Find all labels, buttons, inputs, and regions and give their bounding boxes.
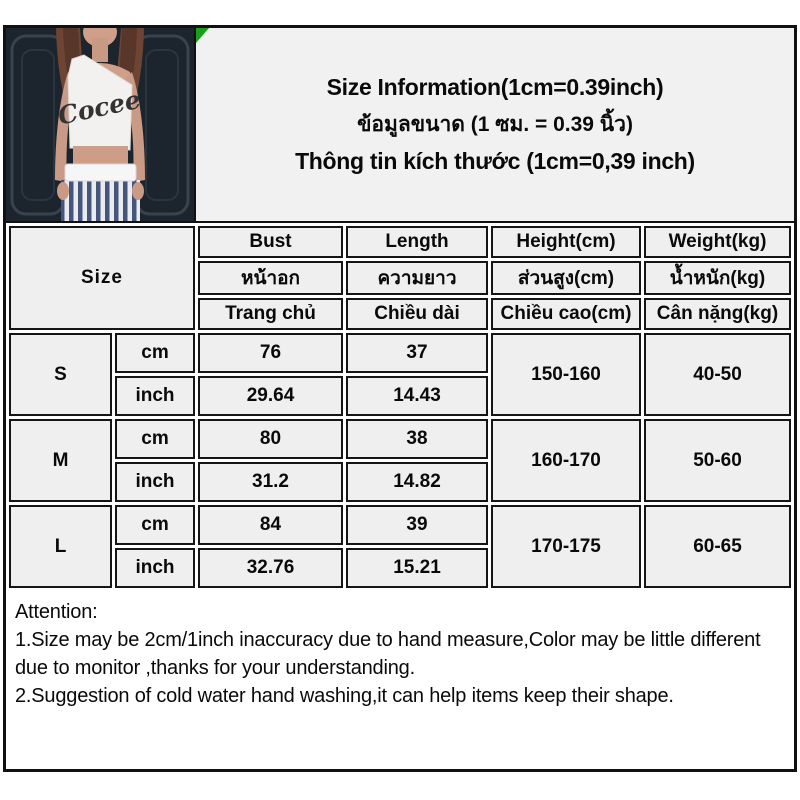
col-header-length-th: ความยาว — [346, 261, 488, 295]
striped-pants — [57, 163, 144, 221]
size-header-cell: Size — [9, 226, 195, 330]
l-height: 170-175 — [491, 505, 641, 588]
col-header-bust-th: หน้าอก — [198, 261, 343, 295]
attention-title: Attention: — [15, 601, 98, 623]
unit-label-cm: cm — [115, 419, 195, 459]
unit-label-inch: inch — [115, 376, 195, 416]
table-row-s-cm: S cm 76 37 150-160 40-50 — [9, 333, 791, 416]
size-letter-l: L — [9, 505, 112, 588]
m-length-inch: 14.82 — [346, 462, 488, 502]
l-length-inch: 15.21 — [346, 548, 488, 588]
col-header-height-vi: Chiều cao(cm) — [491, 298, 641, 330]
size-letter-s: S — [9, 333, 112, 416]
col-header-height: Height(cm) — [491, 226, 641, 258]
product-photo: Cocee — [6, 28, 196, 223]
m-height: 160-170 — [491, 419, 641, 502]
title-thai: ข้อมูลขนาด (1 ซม. = 0.39 นิ้ว) — [357, 113, 633, 136]
l-bust-inch: 32.76 — [198, 548, 343, 588]
title-block: Size Information(1cm=0.39inch) ข้อมูลขนา… — [196, 28, 794, 223]
header-row-vietnamese: Trang chủ Chiều dài Chiều cao(cm) Cân nặ… — [9, 298, 791, 330]
l-bust-cm: 84 — [198, 505, 343, 545]
col-header-length: Length — [346, 226, 488, 258]
unit-label-cm: cm — [115, 505, 195, 545]
title-vietnamese: Thông tin kích thước (1cm=0,39 inch) — [295, 148, 695, 174]
header-row-english: Size Bust Length Height(cm) Weight(kg) — [9, 226, 791, 330]
table-row-s-inch: inch 29.64 14.43 — [9, 376, 791, 416]
col-header-bust: Bust — [198, 226, 343, 258]
col-header-height-th: ส่วนสูง(cm) — [491, 261, 641, 295]
s-length-cm: 37 — [346, 333, 488, 373]
s-bust-inch: 29.64 — [198, 376, 343, 416]
s-bust-cm: 76 — [198, 333, 343, 373]
s-length-inch: 14.43 — [346, 376, 488, 416]
header-row-thai: หน้าอก ความยาว ส่วนสูง(cm) น้ำหนัก(kg) — [9, 261, 791, 295]
col-header-bust-vi: Trang chủ — [198, 298, 343, 330]
m-bust-inch: 31.2 — [198, 462, 343, 502]
size-letter-m: M — [9, 419, 112, 502]
col-header-weight: Weight(kg) — [644, 226, 791, 258]
l-length-cm: 39 — [346, 505, 488, 545]
s-weight: 40-50 — [644, 333, 791, 416]
unit-label-inch: inch — [115, 462, 195, 502]
attention-note-1: 1.Size may be 2cm/1inch inaccuracy due t… — [15, 629, 761, 679]
table-row-l-cm: L cm 84 39 170-175 60-65 — [9, 505, 791, 588]
m-bust-cm: 80 — [198, 419, 343, 459]
s-height: 150-160 — [491, 333, 641, 416]
unit-label-cm: cm — [115, 333, 195, 373]
content-panel: Cocee Size Information(1cm=0.39inch) — [3, 25, 797, 772]
l-weight: 60-65 — [644, 505, 791, 588]
title-english: Size Information(1cm=0.39inch) — [326, 74, 664, 100]
col-header-weight-th: น้ำหนัก(kg) — [644, 261, 791, 295]
product-photo-art: Cocee — [6, 28, 194, 221]
table-row-m-cm: M cm 80 38 160-170 50-60 — [9, 419, 791, 502]
col-header-length-vi: Chiều dài — [346, 298, 488, 330]
table-row-l-inch: inch 32.76 15.21 — [9, 548, 791, 588]
attention-section: Attention: 1.Size may be 2cm/1inch inacc… — [6, 591, 794, 710]
unit-label-inch: inch — [115, 548, 195, 588]
white-top: Cocee — [55, 54, 143, 151]
model-midriff — [73, 146, 128, 168]
table-row-m-inch: inch 31.2 14.82 — [9, 462, 791, 502]
m-weight: 50-60 — [644, 419, 791, 502]
m-length-cm: 38 — [346, 419, 488, 459]
size-table: Size Bust Length Height(cm) Weight(kg) ห… — [6, 223, 794, 591]
top-section: Cocee Size Information(1cm=0.39inch) — [6, 28, 794, 223]
col-header-weight-vi: Cân nặng(kg) — [644, 298, 791, 330]
attention-note-2: 2.Suggestion of cold water hand washing,… — [15, 685, 674, 707]
